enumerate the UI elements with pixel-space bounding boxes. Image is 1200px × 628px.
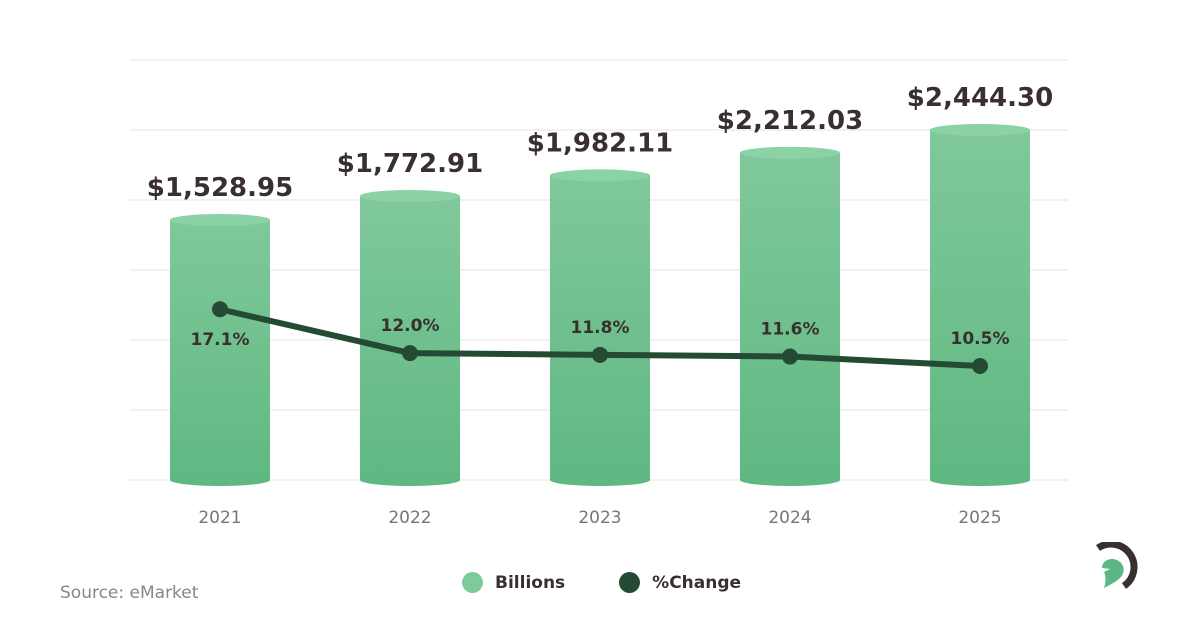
line-point <box>402 345 418 362</box>
bar-value-label: $1,772.91 <box>337 149 483 179</box>
bar <box>360 195 460 487</box>
line-value-label: 12.0% <box>381 316 440 336</box>
bar-value-label: $1,982.11 <box>527 128 673 158</box>
legend-item-billions: Billions <box>462 572 565 593</box>
bar-top <box>360 189 460 202</box>
bar <box>930 130 1030 486</box>
legend-item-change: %Change <box>619 572 741 593</box>
line-point <box>592 346 608 363</box>
line-value-label: 17.1% <box>191 330 250 350</box>
bar <box>170 219 270 486</box>
line-point <box>212 301 228 318</box>
bar-top <box>930 124 1030 136</box>
source-note: Source: eMarket <box>60 583 199 603</box>
bar-top <box>740 146 840 159</box>
bar-value-label: $2,444.30 <box>907 83 1053 113</box>
line-point <box>972 358 988 374</box>
x-tick-label: 2024 <box>768 508 811 528</box>
legend-swatch-billions <box>462 572 483 593</box>
logo-icon <box>1096 542 1138 589</box>
line-value-label: 11.6% <box>761 320 820 340</box>
x-tick-label: 2023 <box>578 508 621 528</box>
bar-top <box>170 213 270 226</box>
line-value-label: 11.8% <box>571 318 630 338</box>
legend: Billions %Change <box>462 572 741 593</box>
bar-value-label: $2,212.03 <box>717 106 863 136</box>
bar-top <box>550 169 650 182</box>
x-tick-label: 2021 <box>198 508 241 528</box>
bar <box>740 152 840 486</box>
line-point <box>782 348 798 365</box>
x-tick-label: 2025 <box>958 508 1001 528</box>
legend-swatch-change <box>619 572 641 593</box>
x-tick-label: 2022 <box>388 508 431 528</box>
legend-label-billions: Billions <box>495 572 566 593</box>
bar <box>550 175 650 486</box>
line-value-label: 10.5% <box>951 329 1010 349</box>
legend-label-change: %Change <box>652 572 742 593</box>
bar-value-label: $1,528.95 <box>147 173 293 203</box>
